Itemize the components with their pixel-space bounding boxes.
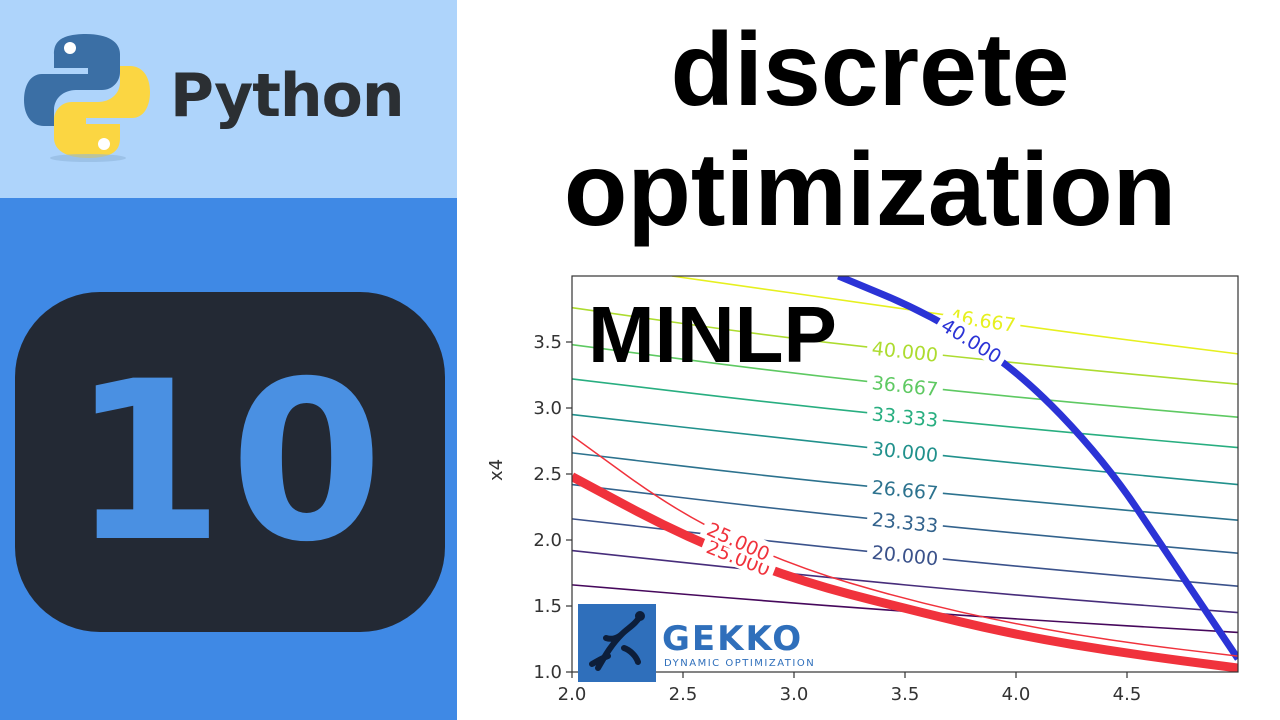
episode-number: 10 xyxy=(70,334,390,590)
gekko-logo: GEKKO DYNAMIC OPTIMIZATION xyxy=(578,604,815,682)
constraint-label-bg xyxy=(699,532,779,582)
contour-line xyxy=(572,306,1238,386)
y-tick-label: 3.5 xyxy=(533,332,562,353)
contour-line xyxy=(572,378,1238,449)
x-tick-label: 3.0 xyxy=(780,684,809,705)
contour-label-bg xyxy=(866,369,945,400)
constraint-curve xyxy=(837,276,1238,661)
y-tick-label: 2.0 xyxy=(533,530,562,551)
contour-label-bg xyxy=(866,506,945,536)
contour-label-bg xyxy=(866,474,944,504)
contour-line xyxy=(572,343,1238,419)
x-tick-label: 2.0 xyxy=(558,684,587,705)
gekko-tagline: DYNAMIC OPTIMIZATION xyxy=(664,658,815,669)
contour-line xyxy=(572,413,1238,486)
python-title: Python xyxy=(170,61,405,131)
title-line-1: discrete xyxy=(670,12,1070,128)
contour-label-bg xyxy=(866,435,945,466)
contour-line xyxy=(572,483,1238,554)
constraint-label-bg xyxy=(699,514,779,567)
y-tick-label: 1.0 xyxy=(533,662,562,683)
x-tick-label: 2.5 xyxy=(669,684,698,705)
constraint-label-bg xyxy=(934,310,1011,370)
x-tick-label: 3.5 xyxy=(891,684,920,705)
minlp-label: MINLP xyxy=(588,290,837,379)
episode-badge: 10 xyxy=(15,292,445,632)
y-tick-label: 1.5 xyxy=(533,596,562,617)
python-logo-icon xyxy=(24,34,150,162)
contour-label-bg xyxy=(866,335,945,366)
contour-label-bg xyxy=(866,400,945,431)
title-line-2: optimization xyxy=(563,132,1177,248)
y-tick-label: 3.0 xyxy=(533,398,562,419)
contour-label-bg xyxy=(866,539,945,569)
gekko-wordmark: GEKKO xyxy=(662,619,803,659)
python-header-panel xyxy=(0,0,457,198)
contour-chart: 20.00023.33326.66730.00033.33336.66740.0… xyxy=(486,275,1239,705)
x-tick-label: 4.5 xyxy=(1113,684,1142,705)
contour-line xyxy=(572,518,1238,587)
y-tick-label: 2.5 xyxy=(533,464,562,485)
constraint-curve xyxy=(572,472,1238,672)
contour-line xyxy=(572,584,1238,634)
x-tick-label: 4.0 xyxy=(1002,684,1031,705)
contour-line xyxy=(572,452,1238,521)
constraint-curve xyxy=(572,435,1238,657)
y-axis-label: x4 xyxy=(486,459,507,481)
